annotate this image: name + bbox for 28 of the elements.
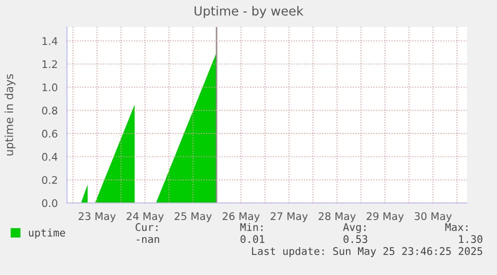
y-tick-label: 0.8: [42, 106, 58, 114]
y-tick-label: 0.0: [42, 199, 58, 208]
text: Max:: [445, 223, 468, 232]
y-tick-label: 1.0: [42, 83, 58, 92]
x-tick-label: 26 May: [222, 212, 260, 222]
text: Cur:: [136, 223, 158, 232]
x-tick-label: 30 May: [414, 212, 452, 222]
x-tick-label: 23 May: [78, 212, 116, 222]
x-tick-label: 25 May: [174, 212, 212, 222]
y-tick-label: 0.4: [42, 152, 58, 161]
y-axis-title: uptime in days: [4, 74, 16, 156]
legend-label: uptime: [29, 228, 66, 239]
chart-title: Uptime - by week: [194, 6, 304, 18]
x-tick-label: 28 May: [318, 212, 356, 222]
text: 0.53: [344, 235, 368, 244]
text: Min:: [240, 222, 262, 231]
x-tick-label: 27 May: [270, 212, 308, 222]
text: 0.01: [240, 235, 264, 244]
y-tick-label: 0.2: [42, 176, 57, 184]
text: -nan: [136, 237, 160, 244]
text: 1.30: [459, 235, 482, 244]
x-tick-label: 29 May: [366, 212, 404, 222]
x-tick-label: 24 May: [126, 212, 164, 222]
text: Last update: Sun May 25 23:46:25 2025: [252, 246, 482, 258]
y-tick-label: 0.6: [42, 130, 58, 138]
text: Avg:: [343, 223, 366, 234]
y-tick-label: 1.2: [42, 60, 57, 68]
y-tick-label: 1.4: [42, 37, 58, 45]
